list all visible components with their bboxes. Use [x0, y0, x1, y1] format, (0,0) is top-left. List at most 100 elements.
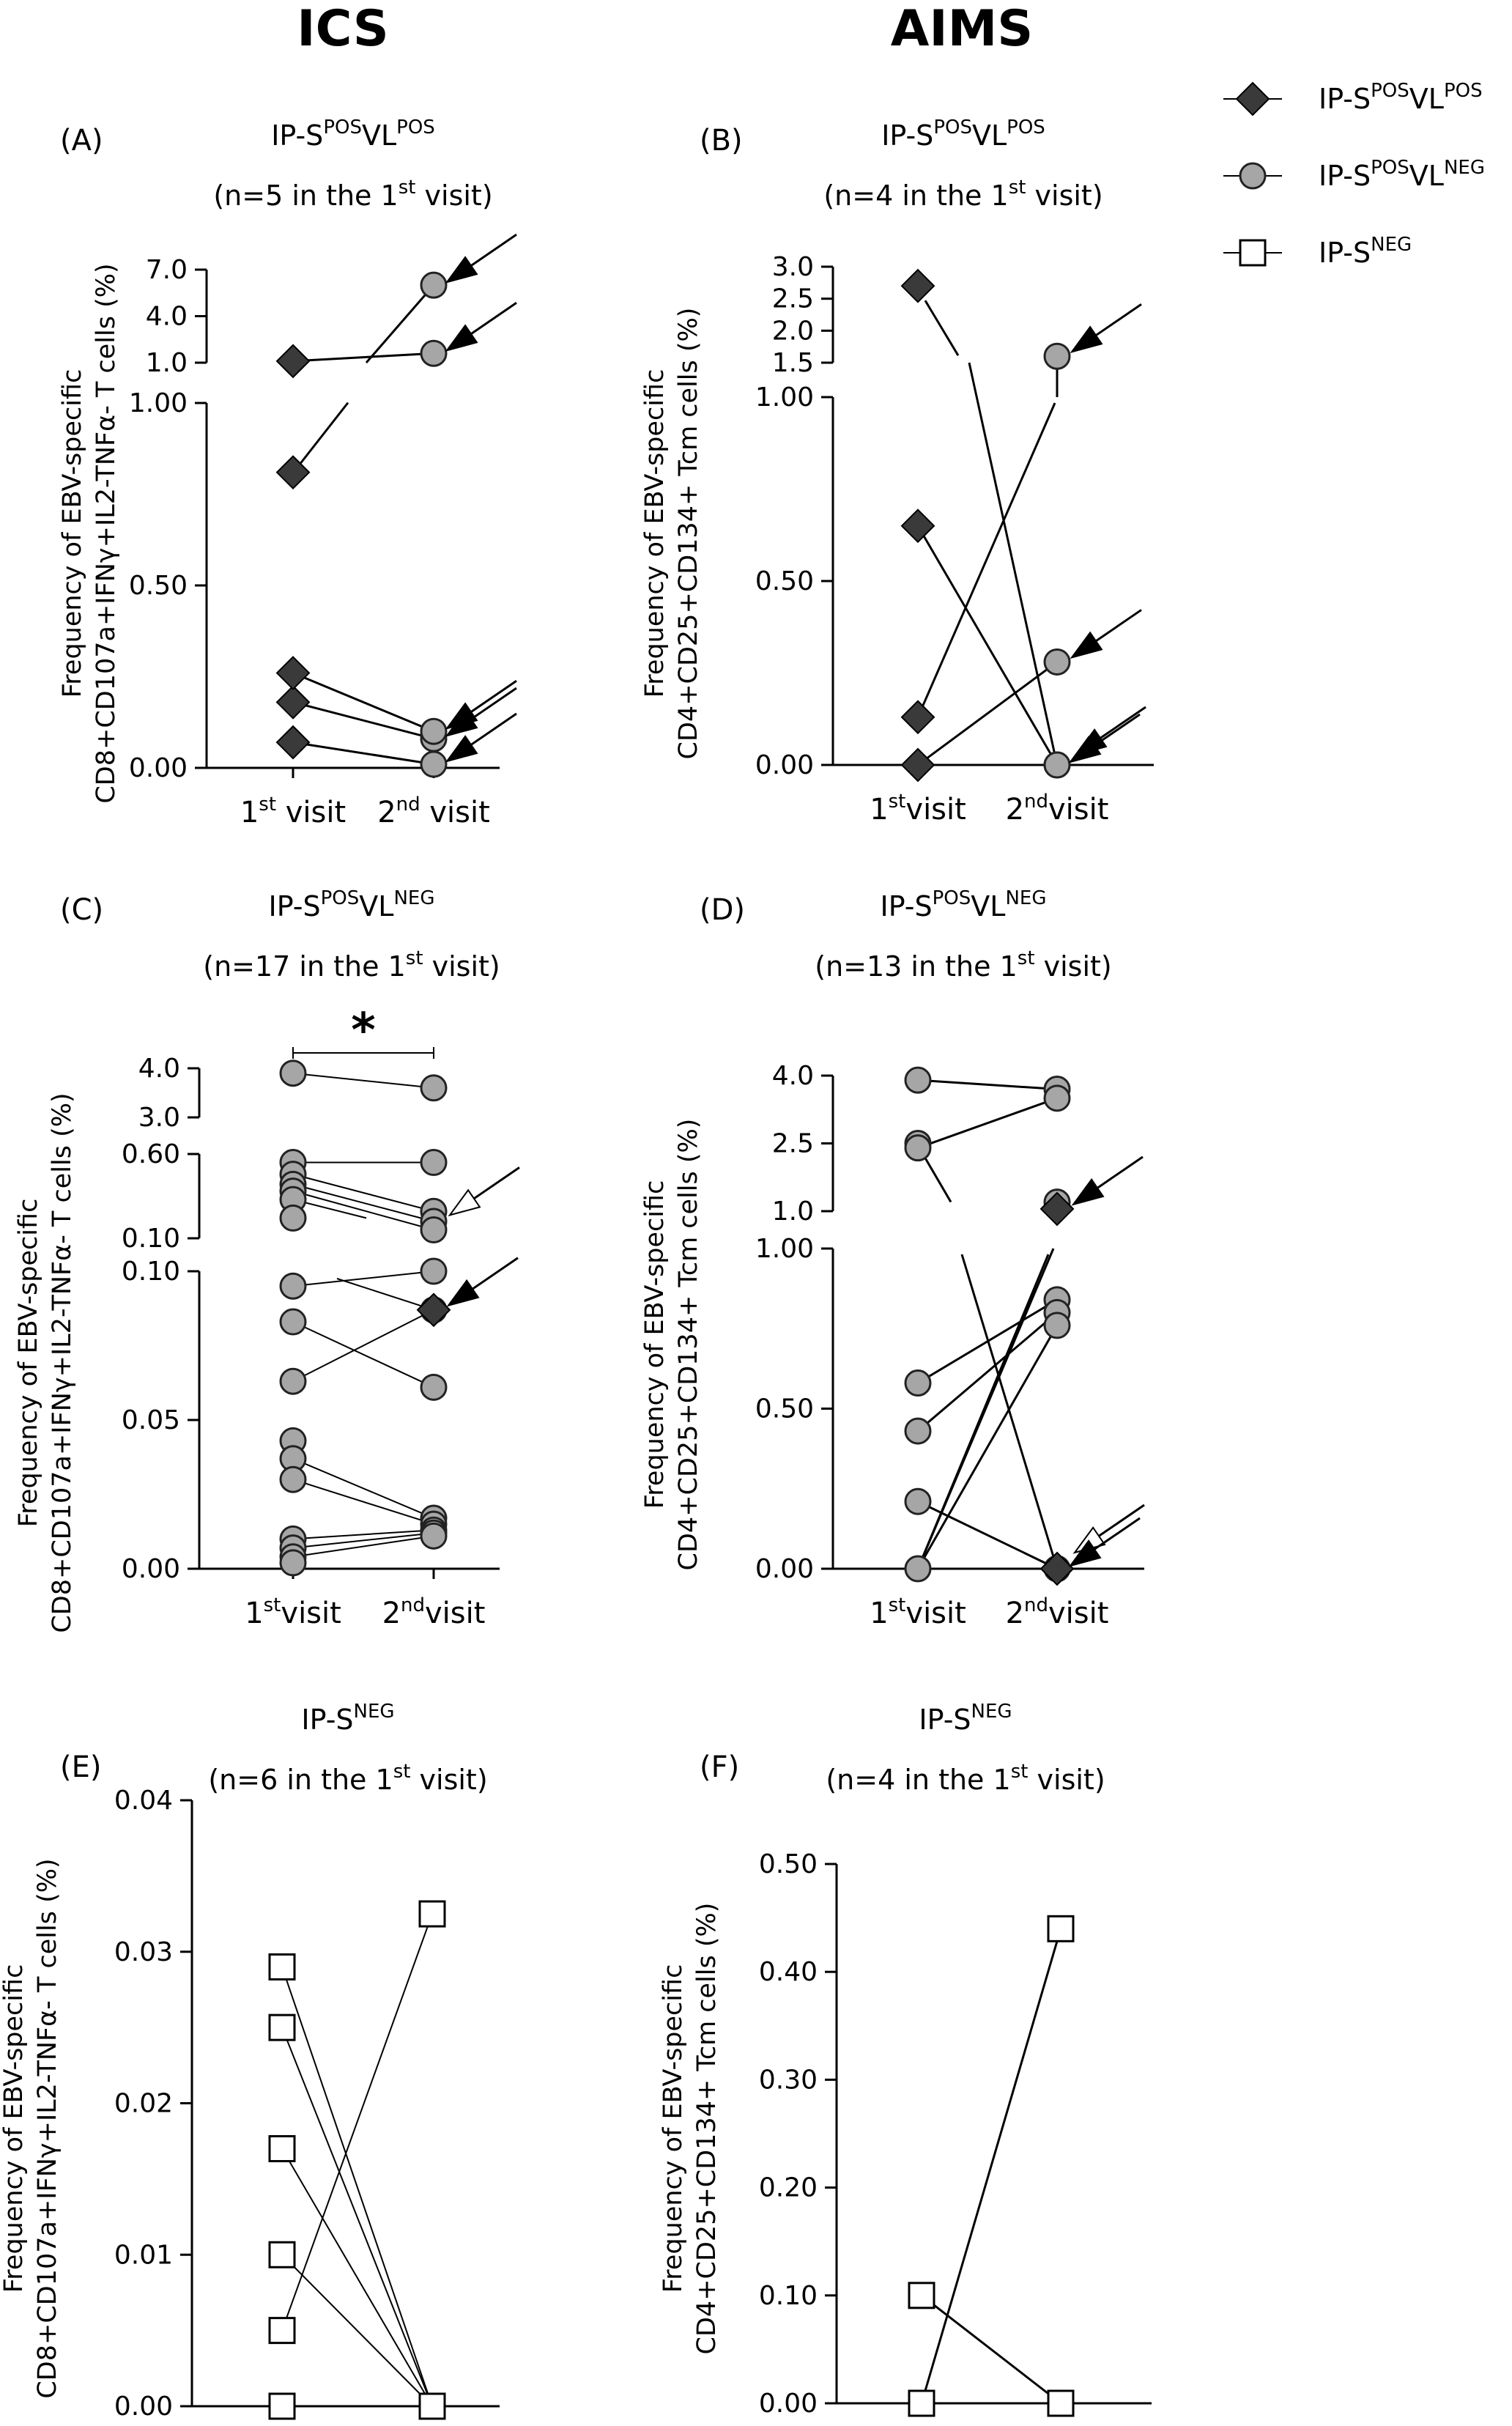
point-circle [420, 1373, 448, 1401]
connector-line [292, 1321, 434, 1388]
panel-e: (E) IP-SNEG (n=6 in the 1st visit) Frequenc… [0, 1701, 500, 2422]
connector-line [916, 1325, 1059, 1569]
point-circle [904, 1134, 932, 1162]
arrow-shaft [470, 687, 517, 720]
point-circle [420, 339, 448, 367]
y-tick-label: 0.00 [122, 1554, 180, 1584]
connector-line [336, 1278, 434, 1311]
arrow-head [445, 709, 478, 737]
connector-line [365, 284, 435, 363]
point-square [1047, 1915, 1075, 1942]
arrow-head [1071, 1178, 1105, 1206]
connector-line [917, 1097, 1058, 1150]
point-square [268, 2241, 296, 2268]
x-tick-label: 1stvisit [870, 791, 966, 826]
panel-n-text: (n=17 in the 1st visit) [203, 947, 500, 983]
arrow-head [448, 1188, 481, 1217]
x-tick-label: 1stvisit [245, 1594, 341, 1630]
point-circle [1043, 1084, 1071, 1112]
y-axis-label: Frequency of EBV-specific CD4+CD25+CD134+… [640, 1119, 703, 1571]
y-tick-label: 0.20 [759, 2173, 818, 2203]
point-circle [279, 1272, 307, 1300]
arrow-head [445, 324, 478, 352]
panel-letter: (F) [700, 1750, 739, 1784]
point-square [268, 2317, 296, 2345]
point-diamond [275, 684, 311, 720]
connector-line [292, 672, 434, 733]
y-tick-label: 0.02 [114, 2089, 173, 2119]
point-circle [420, 1216, 448, 1243]
panel-title: IP-SNEG [301, 1701, 394, 1736]
point-circle [420, 750, 448, 778]
y-tick-label: 7.0 [146, 255, 188, 285]
point-circle [279, 1465, 307, 1493]
point-circle [1043, 751, 1071, 779]
point-circle [904, 1555, 932, 1583]
y-tick-label: 3.0 [138, 1103, 180, 1133]
point-diamond [1040, 1551, 1075, 1586]
legend-label: IP-SPOSVLPOS [1319, 80, 1483, 115]
point-circle [904, 1369, 932, 1397]
connector-line [917, 1079, 1058, 1090]
connector-line [921, 2294, 1061, 2405]
y-tick-label: 1.00 [755, 382, 814, 413]
connector-line [292, 1173, 434, 1213]
column-header-aims: AIMS [891, 0, 1034, 58]
connector-line [292, 352, 434, 363]
y-tick-label: 0.05 [122, 1405, 180, 1435]
arrow-filled-icon [1074, 706, 1146, 756]
legend-item: IP-SNEG [1223, 234, 1412, 269]
panel-title: IP-SPOSVLNEG [269, 887, 435, 922]
y-tick-label: 0.00 [755, 1554, 814, 1584]
point-circle [420, 717, 448, 745]
y-tick-label: 1.0 [772, 1197, 814, 1227]
panel-b: (B) IP-SPOSVLPOS (n=4 in the 1st visit) Fre… [640, 117, 1154, 826]
point-diamond [900, 509, 935, 544]
y-tick-label: 0.60 [122, 1139, 180, 1169]
point-circle [1043, 648, 1071, 676]
panel-n-text: (n=5 in the 1st visit) [213, 177, 492, 212]
arrow-shaft [470, 679, 517, 713]
y-axis-label: Frequency of EBV-specific CD8+CD107a+IFNγ… [14, 1092, 77, 1632]
arrow-head [445, 735, 478, 763]
point-diamond [1040, 1191, 1075, 1227]
y-tick-label: 0.00 [759, 2389, 818, 2419]
arrow-filled-icon [445, 302, 517, 352]
point-diamond [275, 656, 311, 690]
arrow-shaft [1097, 1155, 1144, 1189]
arrow-head [1070, 325, 1103, 353]
x-tick-label: 1st visit [240, 794, 346, 829]
y-tick-label: 0.50 [755, 1394, 814, 1424]
y-tick-label: 4.0 [772, 1061, 814, 1091]
y-tick-label: 4.0 [138, 1054, 180, 1084]
panel-title: IP-SNEG [919, 1701, 1012, 1736]
arrow-head [445, 256, 478, 284]
legend-item: IP-SPOSVLPOS [1223, 80, 1483, 117]
point-circle [1043, 342, 1071, 370]
arrow-shaft [473, 1166, 520, 1200]
x-tick-label: 2ndvisit [1006, 791, 1109, 826]
connector-line [924, 300, 960, 356]
connector-line [292, 1072, 434, 1089]
connector-line [292, 1190, 434, 1231]
arrow-head [1070, 631, 1103, 659]
arrow-filled-icon [446, 1257, 519, 1307]
connector-line [924, 1157, 952, 1203]
connector-line [299, 402, 349, 465]
panel-n-text: (n=4 in the 1st visit) [826, 1761, 1105, 1796]
arrow-shaft [470, 233, 517, 267]
y-tick-label: 0.04 [114, 1786, 173, 1816]
connector-line [281, 2027, 433, 2407]
point-circle [420, 1074, 448, 1102]
point-circle [420, 271, 448, 299]
arrow-head [1074, 728, 1108, 756]
point-circle [904, 1487, 932, 1515]
arrow-head [446, 1279, 480, 1307]
x-tick-label: 1stvisit [870, 1594, 966, 1630]
arrow-shaft [470, 302, 517, 335]
connector-line [292, 741, 434, 766]
y-tick-label: 0.50 [755, 566, 814, 596]
y-tick-label: 0.00 [129, 753, 188, 783]
panel-letter: (B) [700, 124, 743, 158]
y-tick-label: 0.00 [114, 2392, 173, 2422]
